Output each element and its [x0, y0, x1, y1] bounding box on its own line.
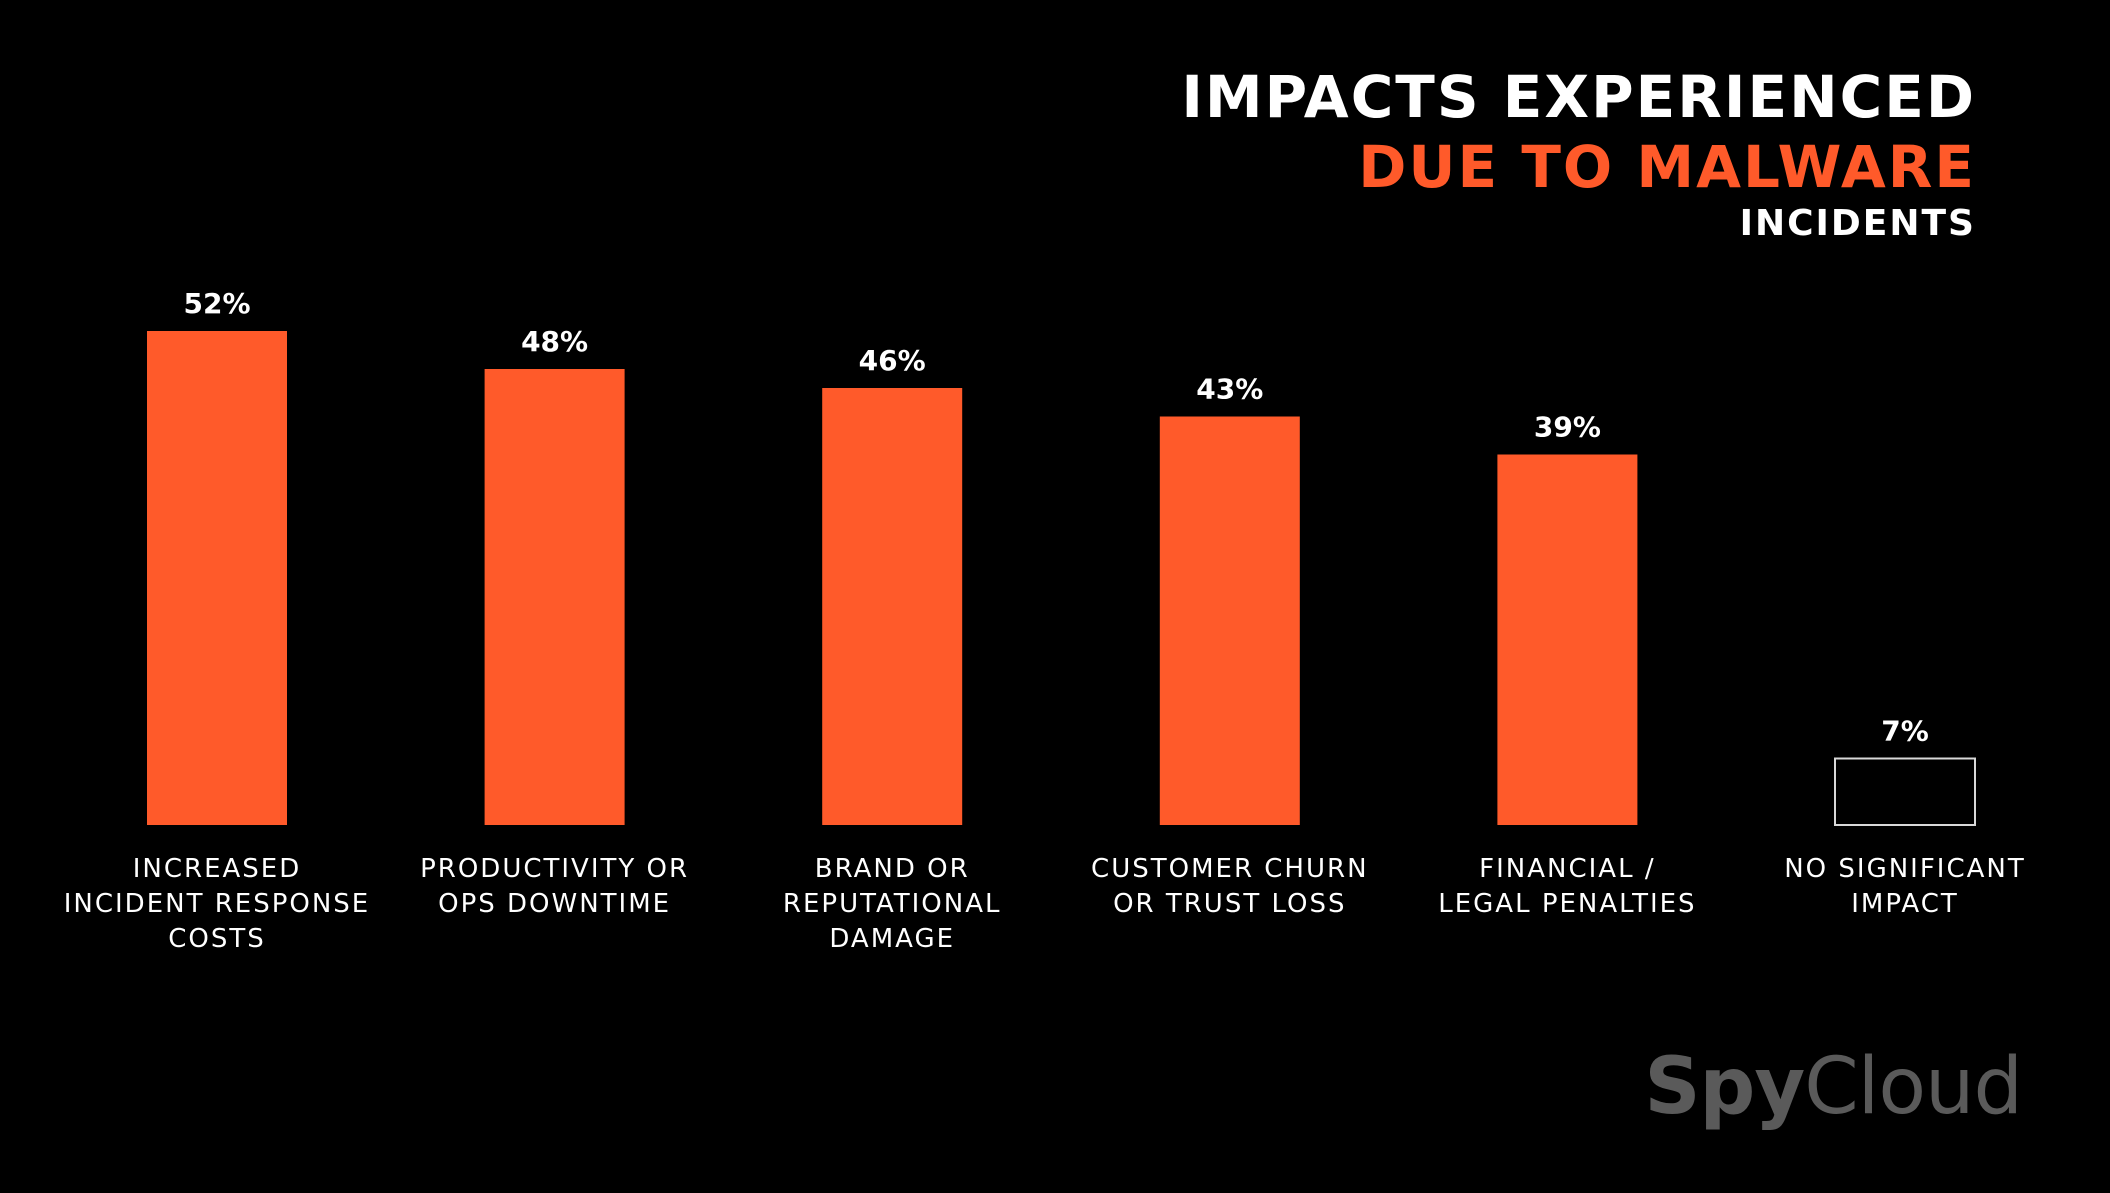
category-label-6-line-2: IMPACT — [1851, 889, 1959, 919]
value-label-1: 52% — [183, 287, 250, 320]
category-label-3-line-3: DAMAGE — [829, 924, 956, 954]
logo-text-cloud: Cloud — [1804, 1042, 2023, 1132]
category-label-1-line-2: INCIDENT RESPONSE — [63, 889, 371, 919]
category-label-6: NO SIGNIFICANT IMPACT — [1740, 852, 2070, 922]
bar-3 — [822, 388, 963, 825]
category-label-3-line-1: BRAND OR — [814, 854, 970, 884]
category-label-3-line-2: REPUTATIONAL — [782, 889, 1002, 919]
value-label-2: 48% — [521, 325, 588, 358]
category-label-2-line-2: OPS DOWNTIME — [438, 889, 672, 919]
bar-6 — [1834, 757, 1976, 826]
value-label-6: 7% — [1881, 715, 1929, 748]
bar-1 — [147, 331, 287, 825]
value-label-5: 39% — [1534, 411, 1601, 444]
bar-4 — [1159, 416, 1300, 825]
chart-title-line-1: IMPACTS EXPERIENCED — [1181, 63, 1976, 131]
spycloud-logo: SpyCloud — [1644, 1048, 2023, 1126]
category-label-4: CUSTOMER CHURN OR TRUST LOSS — [1065, 852, 1395, 922]
category-label-4-line-2: OR TRUST LOSS — [1113, 889, 1347, 919]
category-label-2: PRODUCTIVITY OR OPS DOWNTIME — [390, 852, 720, 922]
chart-title-line-3: INCIDENTS — [1739, 203, 1976, 244]
category-label-5-line-1: FINANCIAL / — [1479, 854, 1656, 884]
category-label-6-line-1: NO SIGNIFICANT — [1784, 854, 2026, 884]
logo-text-spy: Spy — [1644, 1042, 1805, 1132]
category-label-1: INCREASED INCIDENT RESPONSE COSTS — [52, 852, 382, 957]
category-label-1-line-1: INCREASED — [132, 854, 302, 884]
category-label-4-line-1: CUSTOMER CHURN — [1091, 854, 1369, 884]
bar-2 — [484, 369, 625, 825]
category-label-5-line-2: LEGAL PENALTIES — [1438, 889, 1697, 919]
value-label-3: 46% — [859, 344, 926, 377]
bar-5 — [1497, 454, 1638, 825]
category-label-5: FINANCIAL / LEGAL PENALTIES — [1402, 852, 1732, 922]
value-label-4: 43% — [1196, 373, 1263, 406]
chart-title-line-2: DUE TO MALWARE — [1358, 133, 1976, 201]
category-label-1-line-3: COSTS — [168, 924, 266, 954]
category-label-2-line-1: PRODUCTIVITY OR — [420, 854, 690, 884]
category-label-3: BRAND OR REPUTATIONAL DAMAGE — [727, 852, 1057, 957]
